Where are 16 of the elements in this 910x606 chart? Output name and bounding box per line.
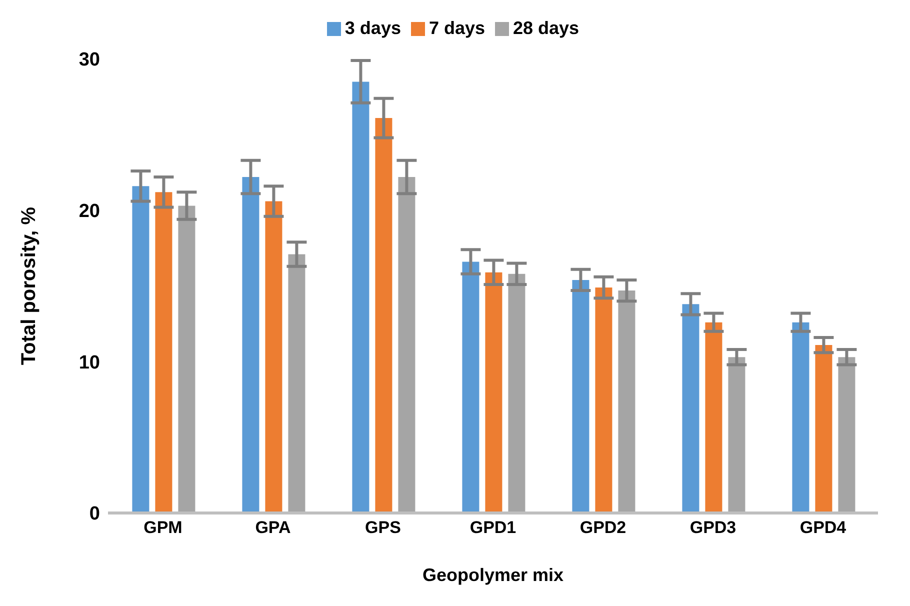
y-tick-label: 10 bbox=[78, 352, 100, 374]
x-tick-label: GPS bbox=[365, 518, 401, 538]
x-tick-label: GPD3 bbox=[690, 518, 736, 538]
legend-label: 7 days bbox=[428, 18, 486, 38]
legend-label: 28 days bbox=[513, 18, 580, 38]
y-tick-label: 20 bbox=[78, 201, 100, 222]
x-tick-label: GPM bbox=[144, 518, 182, 538]
y-axis-title: Total porosity, % bbox=[18, 206, 40, 366]
x-tick-label: GPD1 bbox=[470, 518, 516, 538]
y-tick-label: 0 bbox=[89, 504, 100, 525]
legend-label: 3 days bbox=[344, 18, 401, 38]
x-tick-label: GPD4 bbox=[800, 518, 847, 538]
y-tick-label: 30 bbox=[78, 50, 100, 71]
x-axis-title: Geopolymer mix bbox=[422, 565, 564, 585]
x-tick-label: GPD2 bbox=[580, 518, 626, 538]
x-tick-label: GPA bbox=[255, 518, 291, 538]
